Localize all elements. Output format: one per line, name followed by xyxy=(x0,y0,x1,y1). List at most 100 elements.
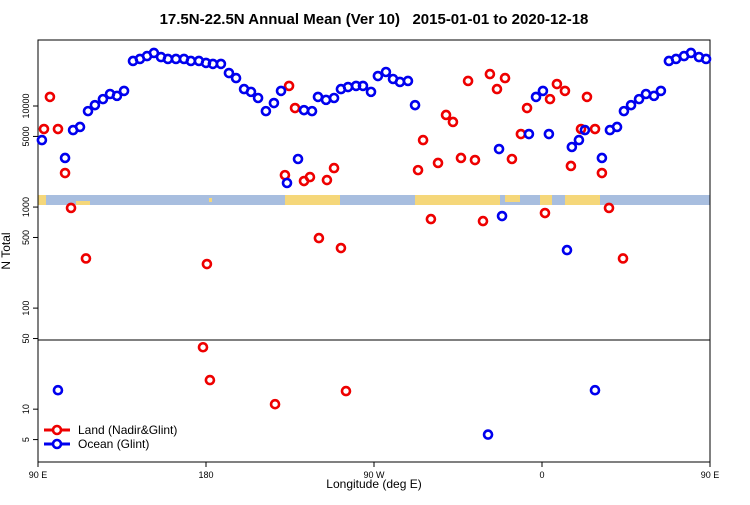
point xyxy=(561,244,573,256)
point xyxy=(59,152,71,164)
point xyxy=(596,167,608,179)
x-tick-label: 90 E xyxy=(701,470,720,480)
point xyxy=(44,91,56,103)
point xyxy=(440,109,452,121)
legend-label: Ocean (Glint) xyxy=(78,437,149,451)
land-patch xyxy=(76,201,90,205)
y-axis-label: N Total xyxy=(0,232,13,269)
land-patch xyxy=(209,198,212,202)
y-tick-label: 5000 xyxy=(21,126,31,146)
point xyxy=(432,157,444,169)
point xyxy=(521,102,533,114)
point xyxy=(118,85,130,97)
point xyxy=(482,429,494,440)
land-patch xyxy=(38,195,46,205)
point xyxy=(496,210,508,222)
point xyxy=(530,91,542,103)
point xyxy=(539,207,551,219)
point xyxy=(260,105,272,117)
point xyxy=(477,215,489,227)
legend-marker xyxy=(51,438,63,450)
point xyxy=(380,66,392,78)
point xyxy=(455,152,467,164)
point xyxy=(328,162,340,174)
legend-label: Land (Nadir&Glint) xyxy=(78,423,177,437)
x-tick-label: 0 xyxy=(539,470,544,480)
point xyxy=(412,164,424,176)
point xyxy=(289,102,301,114)
point xyxy=(589,384,601,396)
point xyxy=(65,202,77,214)
point xyxy=(340,385,352,397)
point xyxy=(82,105,94,117)
point xyxy=(223,67,235,79)
point xyxy=(111,90,123,102)
point xyxy=(321,174,333,186)
point xyxy=(603,202,615,214)
point xyxy=(625,99,637,111)
y-tick-label: 500 xyxy=(21,230,31,245)
point xyxy=(493,143,505,155)
point xyxy=(581,91,593,103)
point xyxy=(252,92,264,104)
point xyxy=(617,253,629,264)
land-patch xyxy=(415,195,500,205)
point xyxy=(89,99,101,111)
point xyxy=(425,213,437,225)
y-tick-label: 1000 xyxy=(21,197,31,217)
point xyxy=(611,121,623,133)
point xyxy=(304,171,316,183)
x-tick-label: 90 W xyxy=(363,470,385,480)
point xyxy=(537,85,549,97)
point xyxy=(523,128,535,140)
point xyxy=(573,134,585,146)
point xyxy=(80,253,92,264)
legend-marker xyxy=(51,424,63,436)
x-tick-label: 180 xyxy=(198,470,213,480)
point xyxy=(685,47,697,59)
point xyxy=(544,93,556,105)
point xyxy=(313,232,325,244)
point xyxy=(230,72,242,84)
point xyxy=(543,128,555,140)
series xyxy=(38,68,629,410)
series xyxy=(36,47,712,440)
point xyxy=(565,160,577,172)
point xyxy=(655,85,667,97)
point xyxy=(700,53,712,65)
point xyxy=(469,154,481,166)
point xyxy=(215,58,227,70)
point xyxy=(506,153,518,165)
land-patch xyxy=(285,195,340,205)
point xyxy=(491,83,503,95)
point xyxy=(306,105,318,117)
point xyxy=(499,72,511,84)
point xyxy=(281,177,293,189)
point xyxy=(551,78,563,90)
point xyxy=(204,374,216,386)
point xyxy=(633,93,645,105)
point xyxy=(268,97,280,109)
point xyxy=(596,152,608,164)
point xyxy=(38,123,50,135)
point xyxy=(74,121,86,133)
y-tick-label: 5 xyxy=(21,437,31,442)
x-tick-label: 90 E xyxy=(29,470,48,480)
point xyxy=(357,80,369,92)
land-patch xyxy=(565,195,600,205)
point xyxy=(365,86,377,98)
land-patch xyxy=(505,195,520,202)
land-patch xyxy=(540,195,552,205)
point xyxy=(648,90,660,102)
point xyxy=(52,384,64,396)
point xyxy=(579,124,591,136)
point xyxy=(372,70,384,82)
point xyxy=(462,75,474,87)
point xyxy=(292,153,304,165)
point xyxy=(269,398,281,410)
point xyxy=(275,85,287,97)
point xyxy=(97,93,109,105)
